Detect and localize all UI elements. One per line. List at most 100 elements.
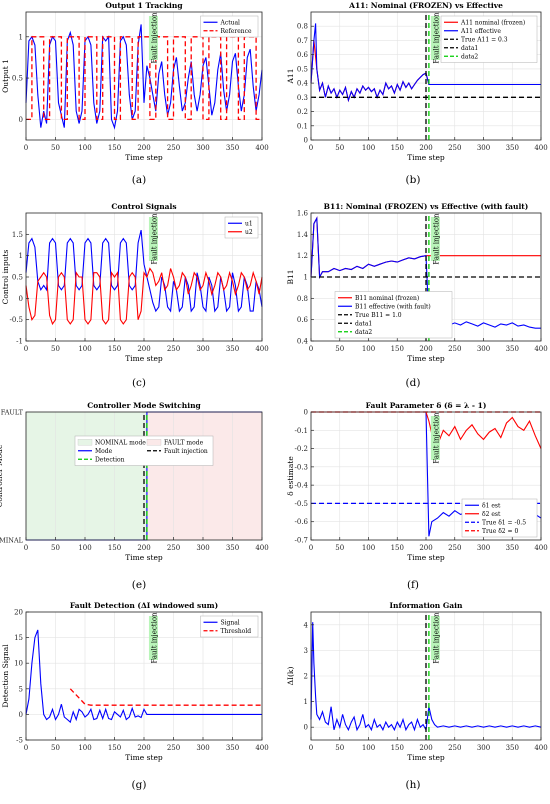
x-tick-label: 300	[477, 744, 490, 752]
x-axis-label: Time step	[407, 753, 445, 762]
x-axis-label: Time step	[125, 753, 163, 762]
y-tick-label: 1	[304, 274, 308, 282]
x-tick-label: 350	[506, 744, 519, 752]
series-line	[25, 267, 263, 326]
series-line	[310, 23, 541, 103]
x-tick-label: 0	[24, 744, 28, 752]
x-tick-label: 150	[108, 345, 121, 353]
legend-box	[200, 15, 259, 38]
x-tick-label: 400	[534, 144, 547, 152]
legend-label: δ1 est	[482, 503, 501, 510]
figure-sublabel: (f)	[407, 579, 419, 591]
chart-title: Controller Mode Switching	[87, 401, 201, 410]
figure-sublabel: (a)	[132, 174, 146, 186]
legend-label: FAULT mode	[164, 440, 204, 447]
x-tick-label: 0	[309, 744, 313, 752]
y-tick-label: 0.3	[297, 94, 308, 102]
x-axis-label: Time step	[125, 553, 163, 562]
legend-label: A11 effective	[460, 28, 501, 35]
y-axis-label: Detection Signal	[1, 644, 10, 708]
legend-label: Threshold	[221, 628, 252, 635]
x-tick-label: 50	[51, 345, 60, 353]
x-tick-label: 400	[255, 744, 268, 752]
series-line	[69, 688, 262, 706]
legend-box	[334, 291, 453, 339]
legend-label: Mode	[95, 448, 113, 455]
figure-sublabel: (e)	[132, 579, 146, 591]
x-tick-label: 350	[226, 744, 239, 752]
chart-title: A11: Nominal (FROZEN) vs Effective	[348, 1, 503, 10]
y-tick-label: 0.7	[297, 37, 308, 45]
y-axis-label: δ estimate	[286, 456, 295, 496]
x-tick-label: 250	[167, 345, 180, 353]
y-tick-label: 4	[304, 621, 309, 629]
y-tick-label: 0.4	[297, 80, 309, 88]
y-axis-label: B11	[286, 269, 295, 284]
legend-label: data1	[355, 321, 372, 328]
chart-title: Information Gain	[390, 601, 463, 610]
y-tick-label: 0	[19, 295, 23, 303]
y-tick-label: 10	[14, 660, 23, 668]
x-tick-label: 250	[167, 144, 180, 152]
y-tick-label: NOMINAL	[0, 537, 24, 545]
annotation-text: Fault injection	[150, 12, 158, 64]
series-line	[310, 622, 542, 732]
y-tick-label: 0.6	[297, 316, 309, 324]
legend-label: Signal	[221, 620, 240, 627]
chart-title: Control Signals	[111, 202, 176, 211]
x-tick-label: 400	[534, 345, 547, 353]
x-tick-label: 200	[137, 345, 150, 353]
legend: B11 nominal (frozen) B11 effective (with …	[334, 291, 453, 339]
x-tick-label: 100	[78, 345, 91, 353]
figure-sublabel: (d)	[406, 377, 421, 389]
legend: A11 nominal (frozen)A11 effective True A1…	[440, 15, 538, 63]
legend-label: data2	[355, 329, 372, 336]
x-axis-label: Time step	[407, 553, 445, 562]
x-tick-label: 400	[255, 144, 268, 152]
annotation-text: Fault injection	[432, 12, 440, 64]
annotation-text: Fault injection	[432, 612, 440, 664]
legend-box	[200, 615, 259, 638]
annotation-box	[430, 16, 440, 60]
chart-title: Fault Parameter δ (δ = λ - 1)	[366, 401, 487, 410]
y-tick-label: 0	[304, 137, 308, 145]
y-tick-label: 1.4	[297, 231, 309, 239]
x-tick-label: 0	[309, 544, 313, 552]
legend-box	[224, 216, 259, 239]
y-tick-label: 0.5	[12, 274, 23, 282]
x-tick-label: 400	[255, 345, 268, 353]
x-tick-label: 200	[137, 744, 150, 752]
x-tick-label: 50	[335, 744, 344, 752]
y-axis-label: ΔI(k)	[286, 667, 295, 686]
x-tick-label: 250	[167, 544, 180, 552]
x-tick-label: 300	[196, 744, 209, 752]
y-tick-label: 2	[304, 673, 308, 681]
x-tick-label: 100	[78, 544, 91, 552]
x-tick-label: 50	[51, 144, 60, 152]
chart-title: Fault Detection (ΔI windowed sum)	[70, 601, 218, 610]
y-tick-label: 0	[19, 711, 23, 719]
x-tick-label: 100	[78, 144, 91, 152]
x-tick-label: 300	[477, 345, 490, 353]
legend-label: True δ2 = 0	[482, 528, 518, 535]
annotation-box	[430, 217, 440, 261]
y-tick-label: -5	[16, 737, 23, 745]
x-tick-label: 300	[196, 144, 209, 152]
y-tick-label: 0.6	[297, 51, 309, 59]
y-tick-label: 1	[304, 698, 308, 706]
x-tick-label: 300	[477, 144, 490, 152]
chart-panel-5: 0 50 100 150 200 250 300 350 400 NOMINAL FAULT Cont…	[0, 401, 269, 562]
x-tick-label: 350	[226, 345, 239, 353]
figure-sublabel: (b)	[406, 174, 421, 186]
annotation-box	[430, 416, 440, 460]
legend-swatch	[77, 439, 93, 446]
series-line	[310, 216, 541, 332]
y-tick-label: 1	[19, 252, 23, 260]
y-tick-label: -0.3	[295, 463, 309, 471]
legend-label: B11 nominal (frozen)	[355, 295, 419, 302]
y-tick-label: 0	[304, 409, 308, 417]
x-tick-label: 0	[309, 144, 313, 152]
x-tick-label: 400	[534, 544, 547, 552]
